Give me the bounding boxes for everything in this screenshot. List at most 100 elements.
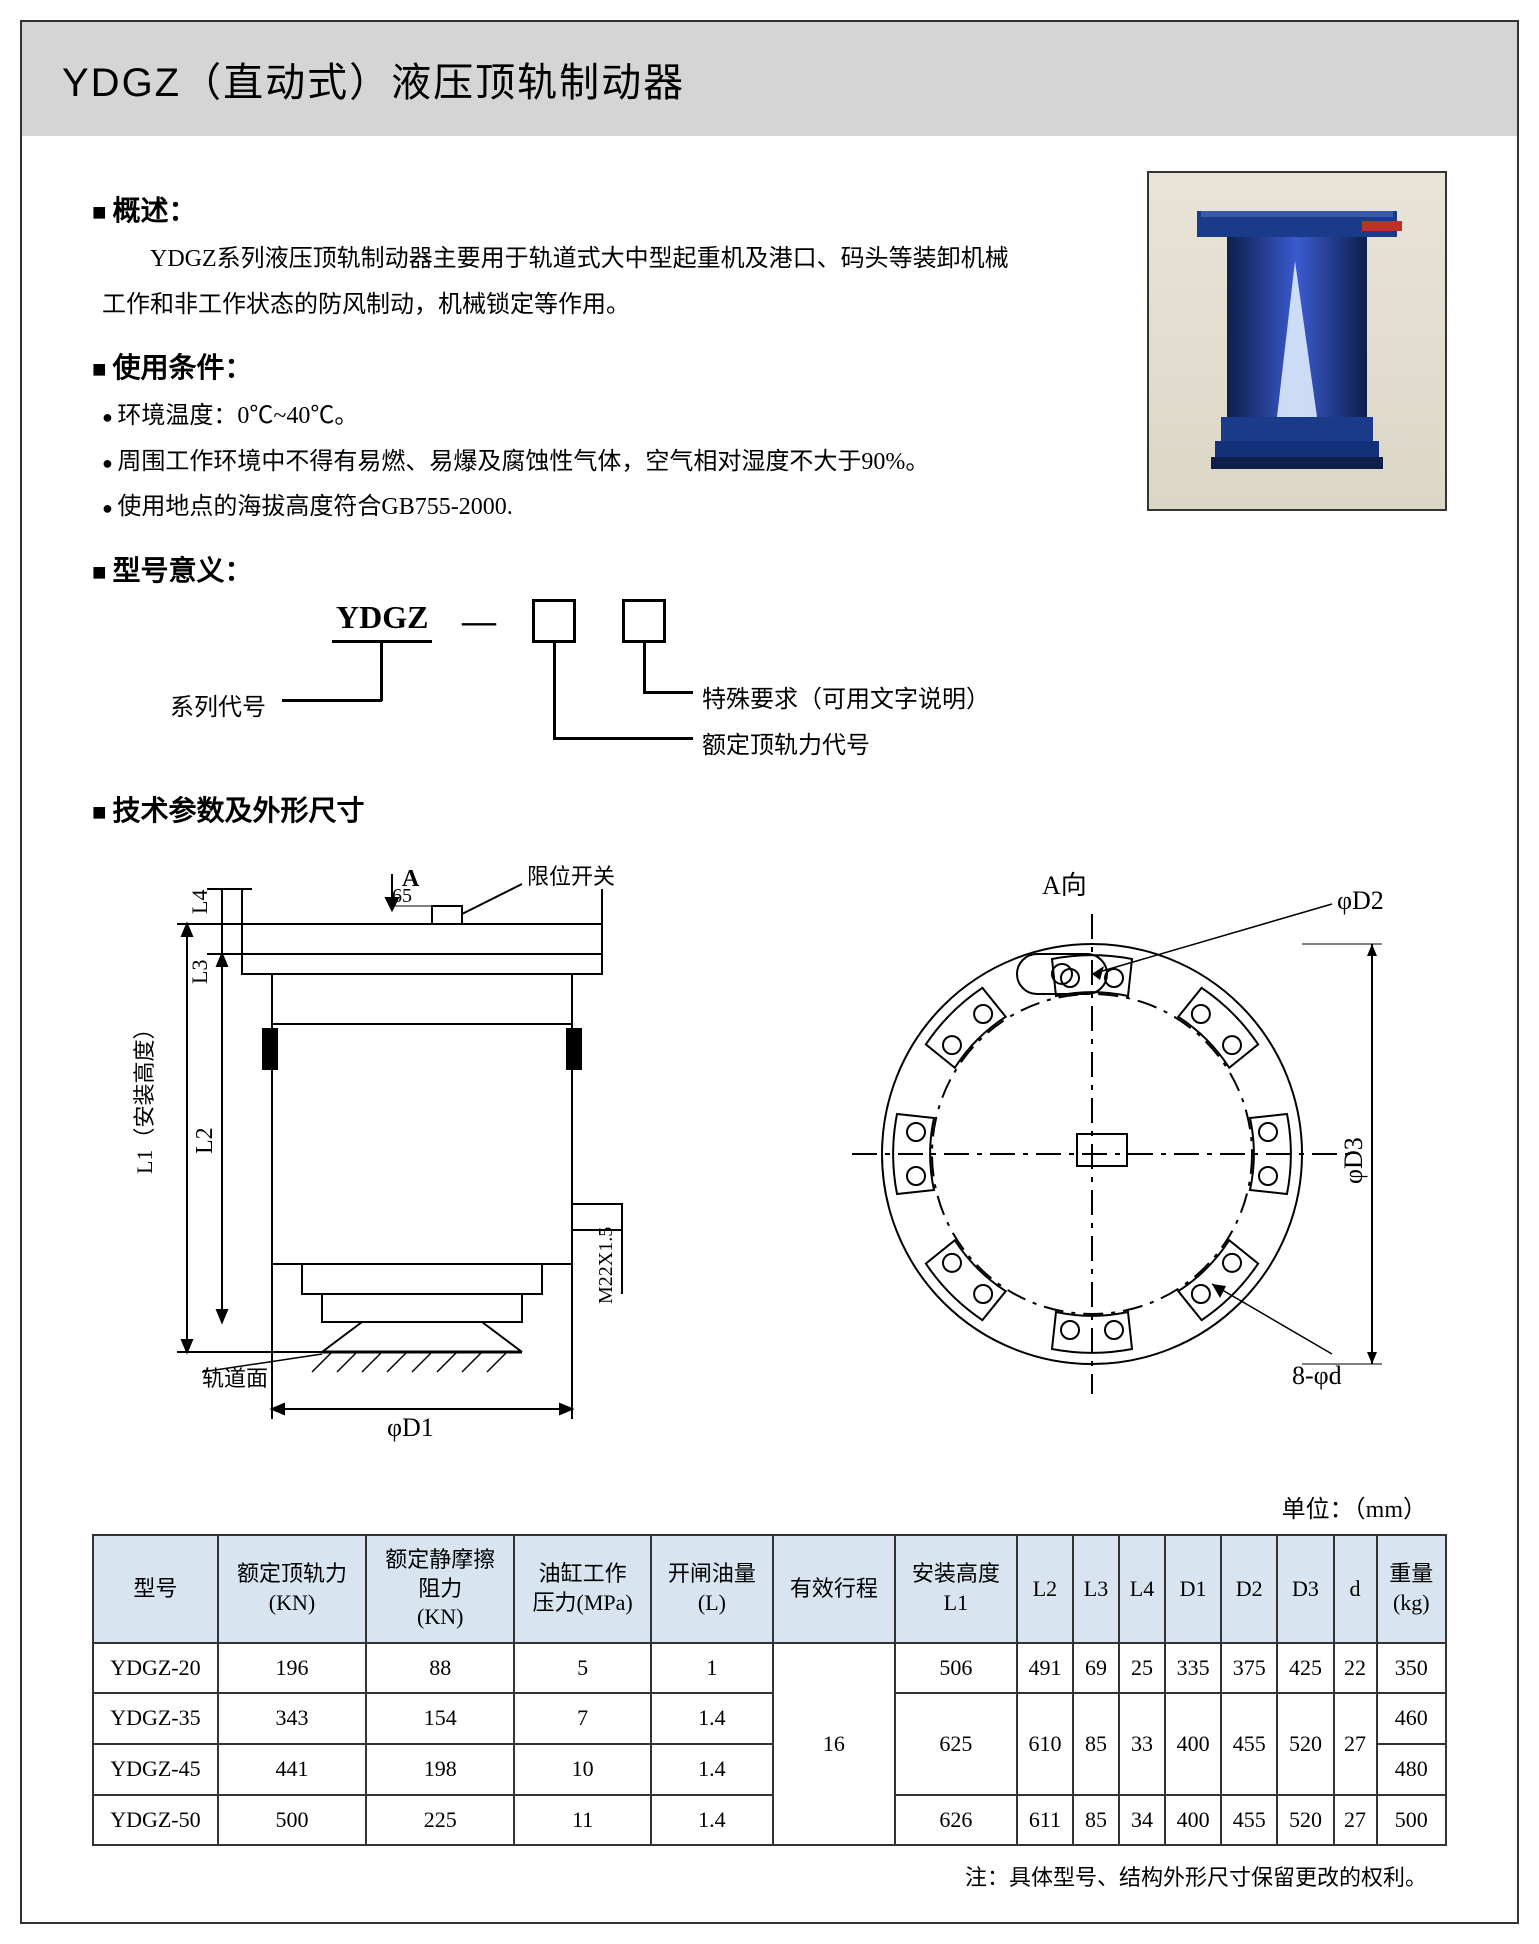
th-pressure: 油缸工作压力(MPa) — [514, 1535, 651, 1643]
th-friction: 额定静摩擦阻力(KN) — [366, 1535, 514, 1643]
cell: 1.4 — [651, 1693, 773, 1744]
cell: 611 — [1017, 1795, 1073, 1846]
th-L3: L3 — [1073, 1535, 1119, 1643]
line-rated-v — [553, 643, 556, 739]
cell: 520 — [1277, 1693, 1333, 1794]
cell: YDGZ-20 — [93, 1643, 218, 1694]
cell: 441 — [218, 1744, 366, 1795]
table-row: YDGZ-50 500 225 11 1.4 626 611 85 34 400… — [93, 1795, 1446, 1846]
cell: 27 — [1334, 1795, 1377, 1846]
model-dash: — — [462, 603, 496, 641]
th-D3: D3 — [1277, 1535, 1333, 1643]
th-model: 型号 — [93, 1535, 218, 1643]
cell: 33 — [1119, 1693, 1165, 1794]
label-phiD3: φD3 — [1339, 1137, 1368, 1184]
model-diagram: YDGZ — 系列代号 额定顶轨力代号 特殊要求（可用文字说明） — [132, 599, 1032, 769]
th-stroke: 有效行程 — [773, 1535, 895, 1643]
drawing-top: φD2 φD3 8-φd A向 — [792, 854, 1432, 1434]
line-special-v — [643, 643, 646, 693]
cell: 500 — [218, 1795, 366, 1846]
cell: 88 — [366, 1643, 514, 1694]
cell: 400 — [1165, 1693, 1221, 1794]
heading-params: 技术参数及外形尺寸 — [92, 789, 1447, 829]
cell: YDGZ-45 — [93, 1744, 218, 1795]
cell: 10 — [514, 1744, 651, 1795]
th-force: 额定顶轨力(KN) — [218, 1535, 366, 1643]
cell: 196 — [218, 1643, 366, 1694]
model-box2 — [622, 599, 666, 643]
spec-table: 型号 额定顶轨力(KN) 额定静摩擦阻力(KN) 油缸工作压力(MPa) 开闸油… — [92, 1534, 1447, 1846]
cell: 425 — [1277, 1643, 1333, 1694]
drawing-side: 限位开关 A 65 L1（安装高度） L2 L3 L4 φD1 轨道面 M22X… — [92, 854, 712, 1474]
product-photo — [1147, 171, 1447, 511]
cell: 500 — [1377, 1795, 1446, 1846]
label-rated: 额定顶轨力代号 — [702, 725, 870, 760]
cell: 506 — [895, 1643, 1017, 1694]
label-65: 65 — [392, 885, 412, 907]
label-L3: L3 — [187, 960, 212, 984]
label-m22: M22X1.5 — [595, 1227, 617, 1304]
cell: 400 — [1165, 1795, 1221, 1846]
label-special: 特殊要求（可用文字说明） — [702, 679, 990, 714]
label-L4: L4 — [187, 890, 212, 914]
label-phiD2: φD2 — [1337, 886, 1384, 915]
cell: 375 — [1221, 1643, 1277, 1694]
th-L4: L4 — [1119, 1535, 1165, 1643]
line-special-h — [643, 691, 693, 694]
page-title: YDGZ（直动式）液压顶轨制动器 — [22, 22, 1517, 136]
model-box1 — [532, 599, 576, 643]
label-series: 系列代号 — [170, 687, 266, 722]
th-d: d — [1334, 1535, 1377, 1643]
model-series: YDGZ — [332, 599, 432, 643]
th-weight: 重量(kg) — [1377, 1535, 1446, 1643]
page-border: YDGZ（直动式）液压顶轨制动器 — [20, 20, 1519, 1924]
cell: 491 — [1017, 1643, 1073, 1694]
footnote: 注：具体型号、结构外形尺寸保留更改的权利。 — [92, 1860, 1427, 1892]
table-row: YDGZ-35 343 154 7 1.4 625 610 85 33 400 … — [93, 1693, 1446, 1744]
line-series-h — [282, 699, 382, 702]
cell: 27 — [1334, 1693, 1377, 1794]
cell-stroke: 16 — [773, 1643, 895, 1845]
th-oil: 开闸油量(L) — [651, 1535, 773, 1643]
label-rail: 轨道面 — [202, 1366, 268, 1391]
cell: 34 — [1119, 1795, 1165, 1846]
label-L1: L1（安装高度） — [132, 1018, 157, 1174]
cell: YDGZ-50 — [93, 1795, 218, 1846]
cell: 198 — [366, 1744, 514, 1795]
label-8phid: 8-φd — [1292, 1361, 1342, 1390]
cell: 626 — [895, 1795, 1017, 1846]
cell: 625 — [895, 1693, 1017, 1794]
th-D1: D1 — [1165, 1535, 1221, 1643]
product-svg — [1167, 191, 1427, 491]
cell: 480 — [1377, 1744, 1446, 1795]
heading-model: 型号意义： — [92, 549, 1447, 589]
cell: 85 — [1073, 1693, 1119, 1794]
unit-label: 单位：（mm） — [92, 1489, 1427, 1524]
cell: 1 — [651, 1643, 773, 1694]
label-L2: L2 — [192, 1127, 218, 1154]
cell: 455 — [1221, 1795, 1277, 1846]
cell: 154 — [366, 1693, 514, 1744]
cell: 520 — [1277, 1795, 1333, 1846]
cell: 7 — [514, 1693, 651, 1744]
cell: 11 — [514, 1795, 651, 1846]
line-rated-h — [553, 737, 693, 740]
cell: 335 — [1165, 1643, 1221, 1694]
cell: 610 — [1017, 1693, 1073, 1794]
cell: 5 — [514, 1643, 651, 1694]
th-D2: D2 — [1221, 1535, 1277, 1643]
cell: 350 — [1377, 1643, 1446, 1694]
content-area: 概述： YDGZ系列液压顶轨制动器主要用于轨道式大中型起重机及港口、码头等装卸机… — [22, 136, 1517, 1922]
cell: 343 — [218, 1693, 366, 1744]
cell: 69 — [1073, 1643, 1119, 1694]
label-viewA: A向 — [1042, 871, 1087, 900]
cell: 455 — [1221, 1693, 1277, 1794]
cell: 460 — [1377, 1693, 1446, 1744]
cell: YDGZ-35 — [93, 1693, 218, 1744]
cell: 1.4 — [651, 1744, 773, 1795]
table-row: YDGZ-20 196 88 5 1 16 506 491 69 25 335 … — [93, 1643, 1446, 1694]
cell: 225 — [366, 1795, 514, 1846]
th-L1: 安装高度L1 — [895, 1535, 1017, 1643]
cell: 85 — [1073, 1795, 1119, 1846]
cell: 22 — [1334, 1643, 1377, 1694]
